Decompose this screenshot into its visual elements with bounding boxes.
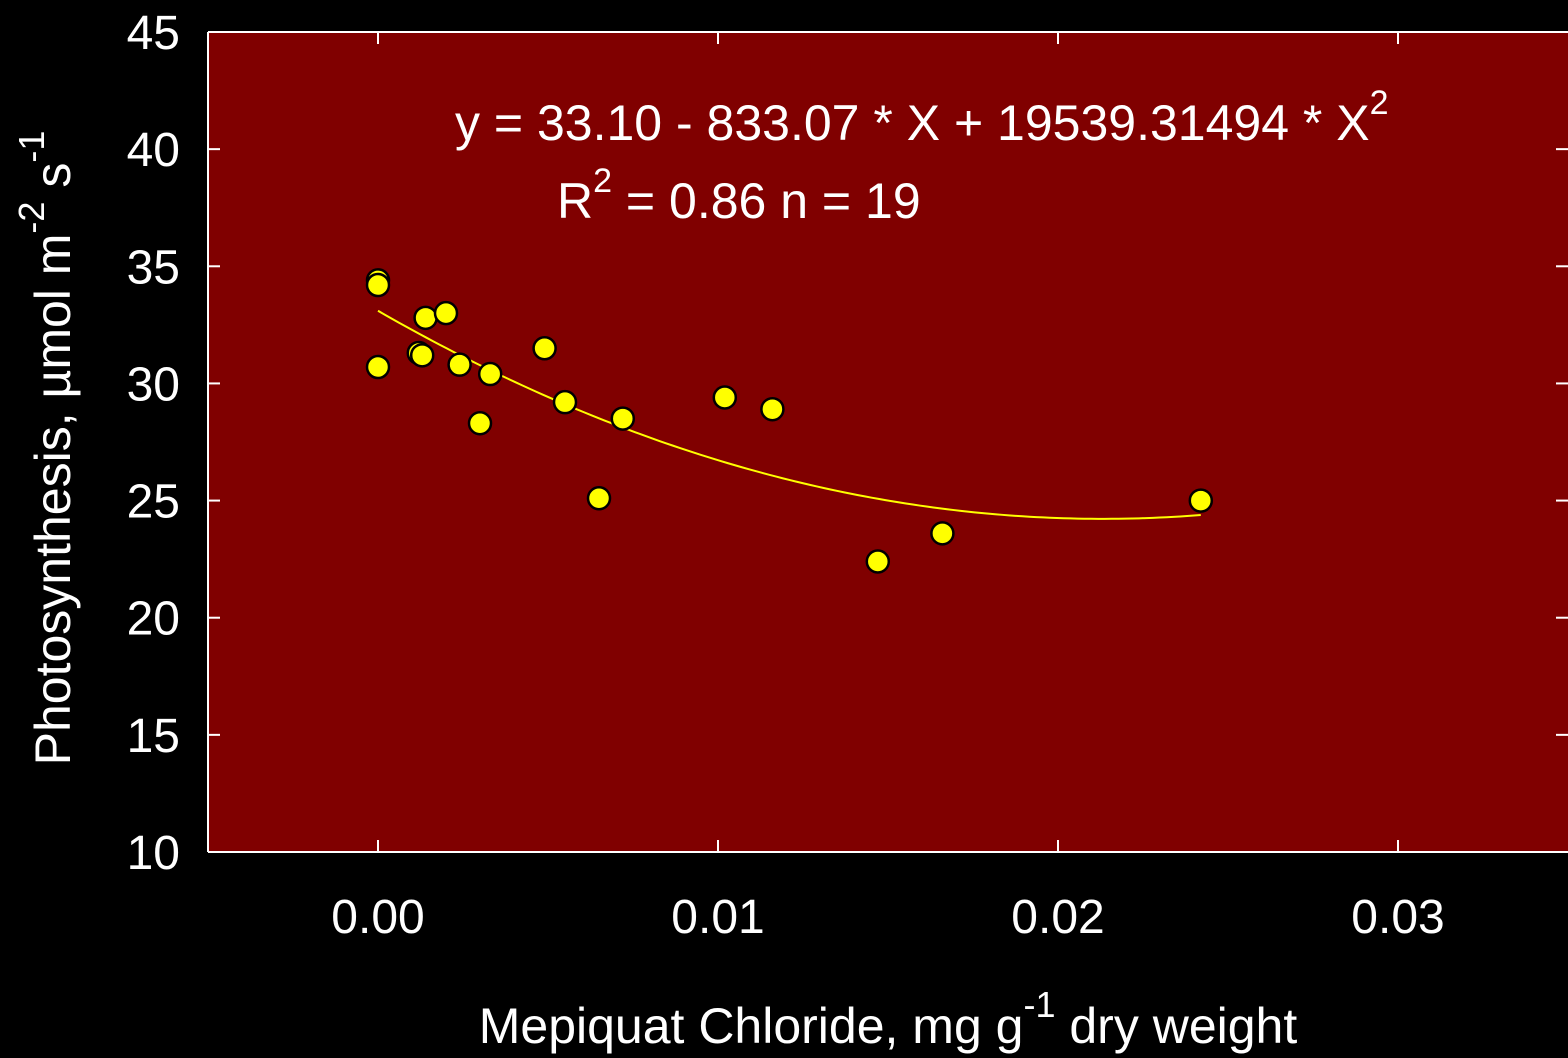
ticks: 0.00 0.01 0.02 0.03 10 15 20 25 30 35 40 45 [127,7,1568,944]
y-tick-label: 20 [127,593,180,646]
data-point [930,521,955,546]
data-point [865,549,891,574]
y-tick-label: 40 [127,124,180,177]
data-point [1188,488,1214,513]
equation-line-1: y = 33.10 - 833.07 * X + 19539.31494 * X… [455,84,1389,151]
data-points [365,268,1214,574]
plot-area [208,32,1568,852]
x-tick-label: 0.00 [331,891,424,944]
data-point [365,354,391,380]
data-point [433,300,459,326]
x-tick-label: 0.01 [671,891,764,944]
data-point [413,305,438,331]
data-point [760,396,785,422]
y-tick-label: 30 [127,358,180,411]
y-tick-label: 10 [127,827,180,880]
y-tick-label: 25 [127,476,180,529]
data-point [477,361,503,387]
x-tick-label: 0.03 [1351,891,1444,944]
data-point [610,406,636,431]
data-point [365,272,391,298]
fit-curve [377,309,1201,520]
data-point [467,411,493,436]
data-point [532,336,557,361]
y-axis-label: Photosynthesis, µmol m-2 s-1 [11,131,81,766]
x-axis-label: Mepiquat Chloride, mg g-1 dry weight [479,984,1298,1054]
data-point [712,385,738,410]
axes [207,31,1568,853]
equation-line-2: R2 = 0.86 n = 19 [557,162,921,229]
data-point [586,485,612,511]
data-point [409,343,435,368]
data-point [552,389,578,415]
y-tick-label: 45 [127,7,180,60]
y-tick-label: 15 [127,710,180,763]
data-point [447,352,472,377]
x-tick-label: 0.02 [1011,891,1104,944]
y-tick-label: 35 [127,241,180,294]
